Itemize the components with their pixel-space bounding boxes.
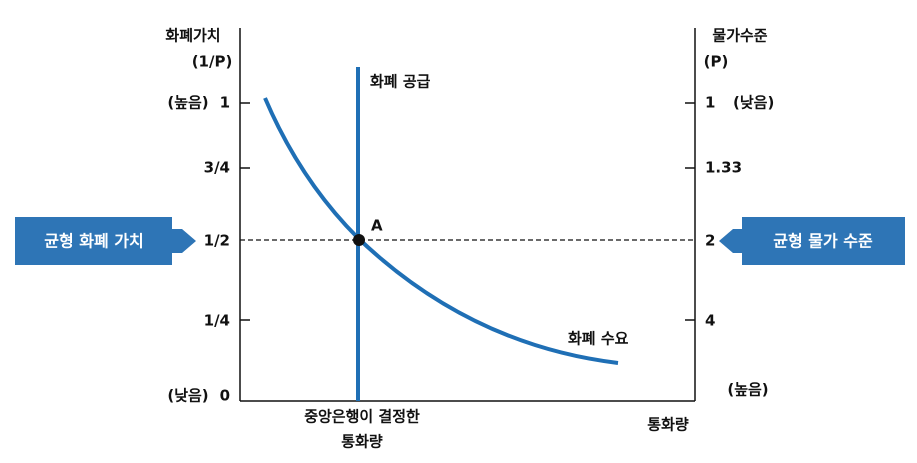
tick-note: (낮음) (167, 387, 208, 405)
tick-label: 1/2 (204, 232, 230, 250)
supply-label: 화폐 공급 (370, 73, 431, 91)
tick-label: 3/4 (204, 159, 230, 177)
tick-label: 1 (705, 94, 715, 112)
tick-label: 0 (220, 387, 230, 405)
left-axis-title: 화폐가치 (165, 27, 220, 45)
demand-curve (263, 97, 619, 365)
tick-note: (낮음) (733, 94, 774, 112)
tick-label: 1/4 (204, 312, 230, 330)
supply-caption: 통화량 (341, 433, 383, 451)
right-callout (719, 217, 905, 265)
tick-note: (높음) (727, 381, 768, 399)
equilibrium-point (353, 234, 365, 246)
left-callout-text: 균형 화폐 가치 (44, 232, 143, 251)
tick-note: (높음) (167, 94, 208, 112)
tick-label: 1 (220, 94, 230, 112)
tick-label: 2 (705, 232, 715, 250)
demand-label: 화폐 수요 (568, 330, 629, 348)
right-axis-unit: (P) (704, 53, 729, 71)
right-axis-title: 물가수준 (712, 27, 767, 45)
x-axis-title: 통화량 (647, 416, 689, 434)
right-callout-text: 균형 물가 수준 (773, 232, 873, 251)
left-callout (15, 217, 196, 265)
tick-label: 4 (705, 312, 715, 330)
left-axis-unit: (1/P) (192, 53, 233, 71)
tick-label: 1.33 (705, 159, 742, 177)
supply-caption: 중앙은행이 결정한 (304, 408, 420, 426)
equilibrium-label: A (371, 217, 383, 235)
axes (239, 28, 696, 402)
